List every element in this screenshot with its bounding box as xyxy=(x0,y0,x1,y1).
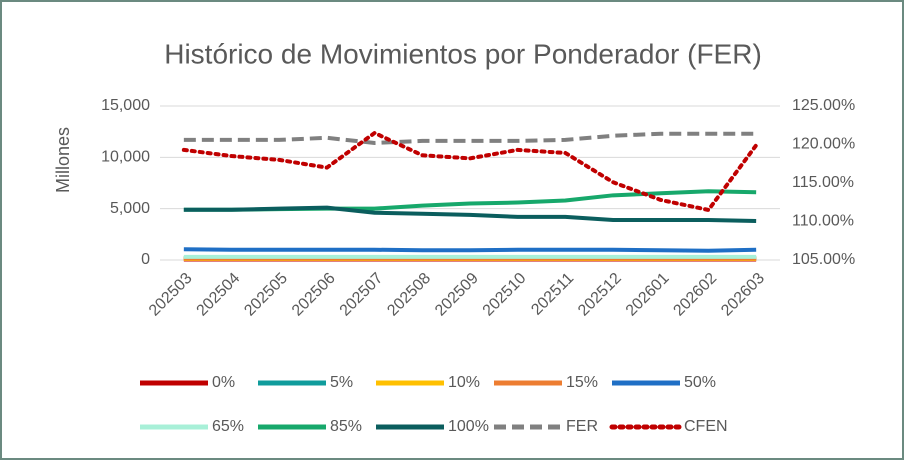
y2-tick-label: 110.00% xyxy=(792,213,854,230)
legend-label: 0% xyxy=(212,374,235,391)
legend-label: 10% xyxy=(448,374,480,391)
y-tick-label: 10,000 xyxy=(101,149,150,166)
legend-label: 100% xyxy=(448,418,489,435)
y2-tick-label: 120.00% xyxy=(792,136,855,153)
legend-label: CFEN xyxy=(684,418,728,435)
legend-label: 15% xyxy=(566,374,598,391)
legend-label: 85% xyxy=(330,418,362,435)
y-tick-label: 15,000 xyxy=(101,97,150,114)
legend-label: 50% xyxy=(684,374,716,391)
series-line xyxy=(183,205,757,223)
y2-tick-label: 105.00% xyxy=(792,251,855,268)
legend-label: FER xyxy=(566,418,598,435)
y-tick-label: 5,000 xyxy=(110,200,150,217)
y2-tick-label: 115.00% xyxy=(792,174,854,191)
y-tick-label: 0 xyxy=(141,251,150,268)
legend-label: 5% xyxy=(330,374,353,391)
series-line xyxy=(183,131,757,145)
y-axis-label: Millones xyxy=(53,127,73,193)
series-line xyxy=(181,130,759,212)
legend-label: 65% xyxy=(212,418,244,435)
chart-title: Histórico de Movimientos por Ponderador … xyxy=(164,38,762,69)
y2-tick-label: 125.00% xyxy=(792,97,855,114)
series-line xyxy=(183,247,757,253)
